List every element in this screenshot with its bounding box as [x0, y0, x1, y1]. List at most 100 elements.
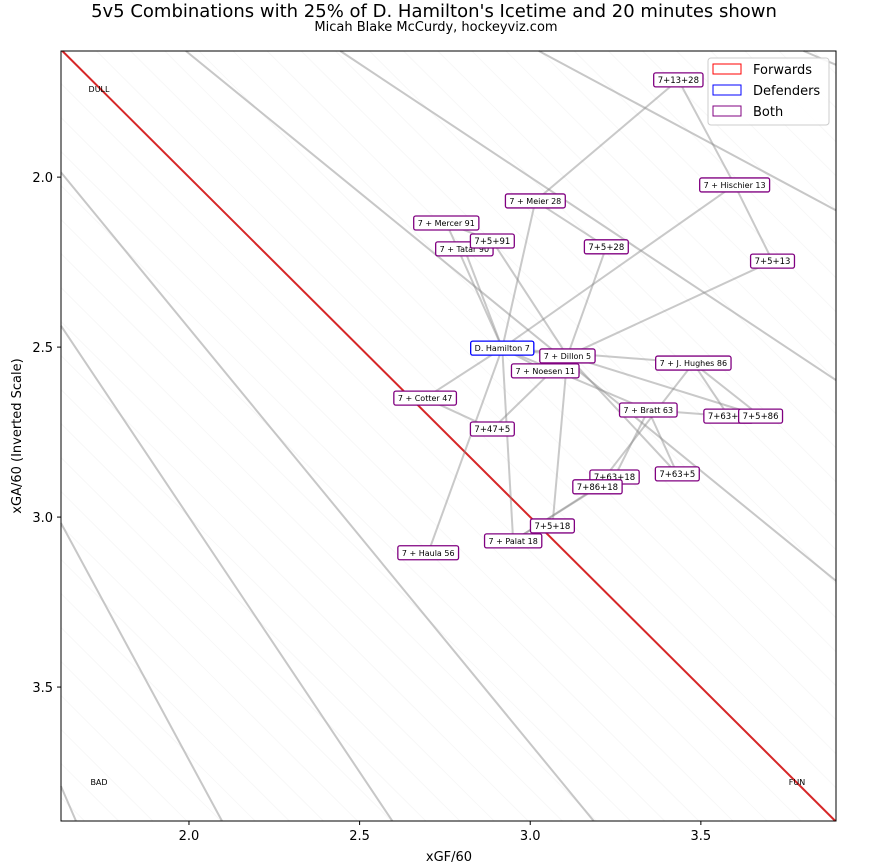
legend-swatch-both [712, 105, 742, 117]
node-label: 7 + Mercer 91 [418, 219, 475, 228]
xgf-pct-isoline [339, 50, 837, 382]
node-box [470, 340, 535, 356]
edge-line [692, 362, 762, 417]
node-box [572, 479, 623, 495]
node-d86: 7 + J. Hughes 86 [655, 355, 732, 371]
node-label: 7+86+18 [577, 483, 618, 493]
node-box [469, 233, 515, 249]
edge-line [424, 347, 503, 399]
chart-subtitle: Micah Blake McCurdy, hockeyviz.com [314, 20, 557, 35]
node-t5_91: 7+5+91 [469, 233, 515, 249]
node-label: 7 + Haula 56 [402, 549, 455, 558]
y-tick-label: 3.0 [32, 511, 53, 526]
node-box [469, 421, 515, 437]
node-label: 7 + Cotter 47 [398, 394, 453, 403]
node-d18: 7 + Palat 18 [483, 533, 543, 549]
node-label: 7 + Hischier 13 [704, 181, 766, 190]
node-box [539, 348, 596, 364]
axis-ticks: 2.0 2.5 3.0 3.5 2.0 2.5 3.0 3.5 [32, 171, 711, 844]
edge-line [501, 184, 736, 349]
node-label: 7+63+18 [594, 473, 635, 483]
edge-line [491, 240, 569, 357]
node-d28: 7 + Meier 28 [504, 193, 566, 209]
edge-line [613, 409, 650, 478]
nodes: D. Hamilton 7 7 + Dillon 5 7 + Noesen 11 7 … [393, 72, 796, 561]
faint-isoline [301, 51, 836, 584]
edge-line [501, 200, 537, 349]
faint-isoline [61, 84, 801, 821]
node-label: 7+5+86 [743, 412, 779, 422]
faint-isoline [61, 526, 358, 821]
node-box [583, 239, 629, 255]
node-label: 7+5+28 [588, 243, 624, 253]
node-d5: 7 + Dillon 5 [539, 348, 596, 364]
y-tick-label: 2.5 [32, 341, 53, 356]
edge-line [567, 354, 761, 418]
node-box [510, 363, 580, 379]
edge-line [463, 248, 504, 349]
edge-line [677, 79, 736, 186]
faint-isoline [61, 696, 187, 821]
edge-line [551, 355, 569, 527]
node-t5_18: 7+5+18 [529, 518, 576, 534]
node-ham: D. Hamilton 7 [470, 340, 535, 356]
node-label: 7+63+86 [708, 412, 749, 422]
node-t13_28: 7+13+28 [653, 72, 704, 88]
node-t86_18: 7+86+18 [572, 479, 623, 495]
node-box [504, 193, 566, 209]
node-t47_5: 7+47+5 [469, 421, 515, 437]
edge-line [501, 348, 515, 541]
node-box [699, 177, 771, 193]
faint-isoline [61, 390, 494, 821]
node-t5_28: 7+5+28 [583, 239, 629, 255]
legend-swatch-defenders [712, 84, 742, 96]
node-label: 7 + Tatar 90 [440, 245, 489, 254]
node-label: 7+5+13 [755, 257, 791, 267]
node-d63: 7 + Bratt 63 [618, 402, 678, 418]
legend-label-defenders: Defenders [753, 84, 820, 99]
edge-line [647, 409, 679, 475]
node-box [618, 402, 678, 418]
legend-swatch-forwards [712, 63, 742, 75]
faint-isoline [61, 662, 221, 821]
node-label: 7+47+5 [474, 425, 510, 435]
x-tick-label: 3.0 [520, 829, 541, 844]
node-box [654, 466, 700, 482]
corner-label-fun: FUN [789, 778, 805, 787]
node-d13: 7 + Hischier 13 [699, 177, 771, 193]
legend-label-forwards: Forwards [753, 63, 812, 78]
node-d56: 7 + Haula 56 [397, 545, 460, 561]
faint-isoline [165, 51, 836, 720]
faint-isoline [61, 356, 528, 821]
legend: Forwards Defenders Both [707, 57, 830, 126]
xgf-pct-isoline [60, 785, 77, 822]
y-tick-label: 2.0 [32, 171, 53, 186]
node-label: 7 + Palat 18 [489, 537, 538, 546]
plot-frame [60, 50, 837, 822]
node-label: 7+13+28 [658, 76, 699, 86]
node-label: 7 + Noesen 11 [515, 367, 575, 376]
legend-label-both: Both [753, 105, 783, 120]
edge-line [534, 79, 679, 202]
corner-label-bad: BAD [90, 778, 107, 787]
xgf-pct-isoline [185, 50, 837, 582]
faint-isoline [335, 51, 836, 550]
faint-isoline [61, 186, 699, 821]
faint-isoline [61, 492, 392, 821]
x-tick-label: 2.0 [179, 829, 200, 844]
edge-line [501, 347, 649, 411]
edge-line [692, 362, 730, 417]
node-box [413, 215, 480, 231]
node-label: 7 + J. Hughes 86 [660, 359, 727, 368]
x-axis-label: xGF/60 [426, 850, 472, 864]
node-box [749, 253, 796, 269]
chart-title: 5v5 Combinations with 25% of D. Hamilton… [91, 1, 777, 22]
node-d11: 7 + Noesen 11 [510, 363, 580, 379]
x-tick-label: 3.5 [691, 829, 712, 844]
corner-label-dull: DULL [89, 85, 110, 94]
y-axis-label: xGA/60 (Inverted Scale) [10, 358, 25, 513]
xgf-pct-isoline [60, 522, 223, 822]
node-box [529, 518, 576, 534]
